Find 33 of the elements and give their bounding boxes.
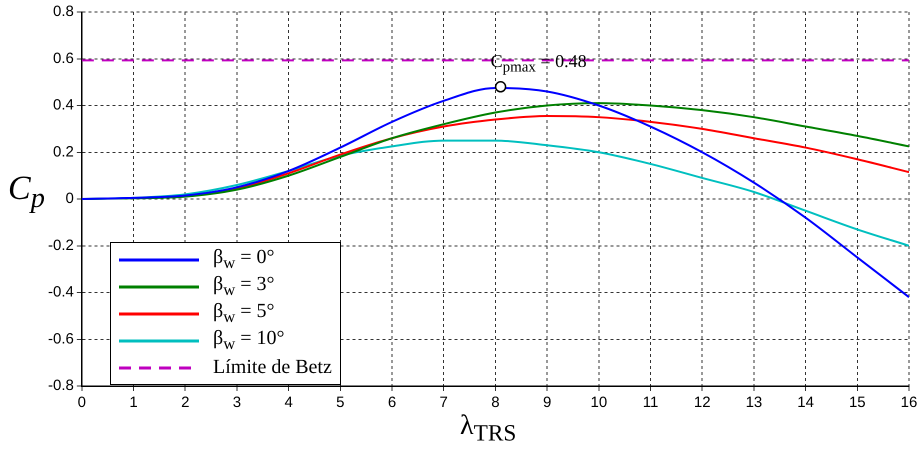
x-tick-label: 8 <box>491 394 500 412</box>
x-tick-label: 0 <box>78 394 86 412</box>
y-tick-label: 0.2 <box>52 143 74 160</box>
x-tick-label: 11 <box>642 394 658 412</box>
y-tick-label: -0.2 <box>48 236 74 254</box>
y-tick-label: -0.6 <box>48 330 74 348</box>
x-tick-label: 15 <box>848 394 866 412</box>
legend-label: β$_{w}$ = 10° <box>213 327 284 354</box>
legend-label: Límite de Betz <box>213 356 332 379</box>
x-tick-label: 2 <box>181 394 190 412</box>
legend-label: β$_{w}$ = 3° <box>213 273 274 300</box>
y-axis-title: C$_{p}$ <box>8 170 45 215</box>
x-axis-title: λ$_{TRS}$ <box>460 410 516 448</box>
y-tick-label: 0 <box>66 190 74 208</box>
x-tick-label: 10 <box>590 394 608 412</box>
y-tick-label: 0.6 <box>52 50 74 67</box>
y-tick-label: -0.4 <box>48 284 74 301</box>
x-tick-label: 5 <box>336 394 345 412</box>
x-tick-label: 16 <box>900 394 918 412</box>
y-tick-label: 0.8 <box>52 3 74 20</box>
x-tick-label: 12 <box>694 394 711 412</box>
x-tick-label: 13 <box>746 394 762 412</box>
y-tick-label: 0.4 <box>52 96 74 114</box>
legend-label: β$_{w}$ = 5° <box>213 300 274 327</box>
x-tick-label: 7 <box>440 394 448 412</box>
x-tick-label: 4 <box>284 394 293 412</box>
x-tick-label: 6 <box>388 394 396 412</box>
legend-label: β$_{w}$ = 0° <box>213 246 274 273</box>
x-tick-label: 3 <box>232 394 242 412</box>
x-tick-label: 1 <box>129 394 138 412</box>
x-tick-label: 9 <box>542 394 552 412</box>
x-tick-label: 14 <box>797 394 814 412</box>
y-tick-label: -0.8 <box>48 377 74 394</box>
